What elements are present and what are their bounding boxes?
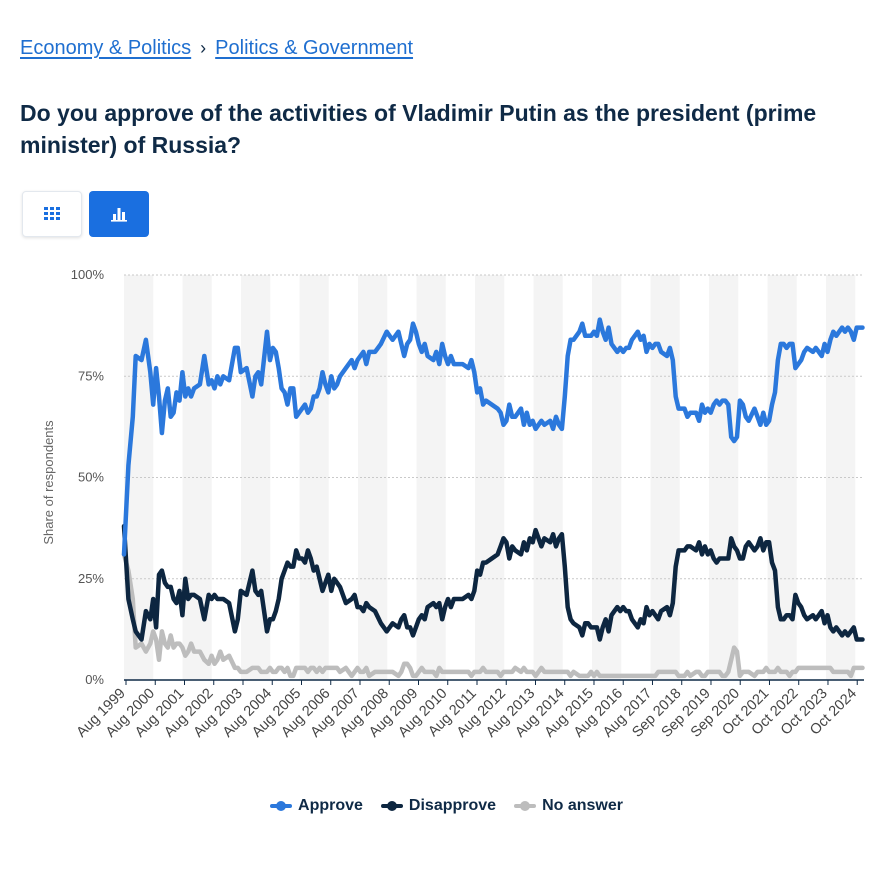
line-chart: 0% 25% 50% 75% 100% Aug 1999 Aug 2000 Aug 2001 A… xyxy=(0,255,893,795)
legend-label: No answer xyxy=(542,797,623,814)
grid-icon xyxy=(44,207,60,220)
legend-item-disapprove[interactable]: Disapprove xyxy=(380,797,497,815)
legend-item-no-answer[interactable]: No answer xyxy=(514,797,623,815)
chart-view-button[interactable] xyxy=(89,191,149,237)
breadcrumb-link-politics-government[interactable]: Politics & Government xyxy=(215,37,414,59)
y-tick-label: 75% xyxy=(78,368,104,383)
breadcrumb-separator: › xyxy=(200,38,207,58)
legend-swatch xyxy=(514,801,537,811)
series-line-approve xyxy=(121,317,865,557)
breadcrumb-link-economy-politics[interactable]: Economy & Politics xyxy=(20,37,192,59)
table-view-button[interactable] xyxy=(22,191,82,237)
legend-item-approve[interactable]: Approve xyxy=(270,797,363,815)
legend-label: Approve xyxy=(298,797,363,814)
legend-swatch xyxy=(270,801,293,811)
y-tick-label: 0% xyxy=(85,672,104,687)
series-line-disapprove xyxy=(121,523,865,642)
legend: Approve Disapprove No answer xyxy=(0,797,893,815)
y-tick-label: 25% xyxy=(78,571,104,586)
y-tick-label: 100% xyxy=(71,267,105,282)
bar-chart-icon xyxy=(111,208,127,222)
breadcrumb: Economy & Politics › Politics & Governme… xyxy=(20,37,413,60)
series-line-no-answer xyxy=(121,552,865,679)
legend-swatch xyxy=(380,801,403,811)
y-tick-label: 50% xyxy=(78,470,104,485)
legend-label: Disapprove xyxy=(408,797,497,814)
y-axis-label: Share of respondents xyxy=(41,420,56,545)
page-title: Do you approve of the activities of Vlad… xyxy=(20,100,817,158)
